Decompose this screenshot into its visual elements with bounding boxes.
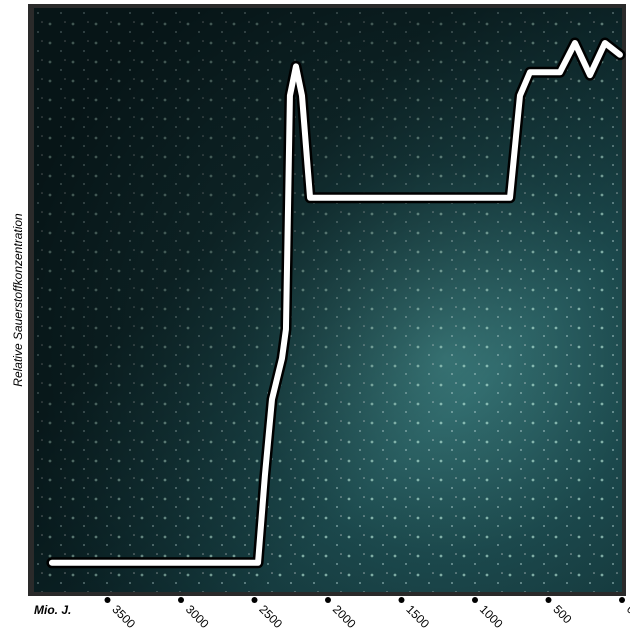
x-tick-label: 3000 (183, 602, 212, 631)
x-tick (472, 597, 478, 603)
x-tick-label: 1000 (477, 602, 506, 631)
x-tick (104, 597, 111, 603)
x-tick-label: 0 (624, 602, 630, 617)
x-axis-label: Mio. J. (34, 603, 71, 617)
x-tick (325, 597, 331, 603)
x-tick-label: 2000 (330, 602, 359, 631)
x-tick-label: 3500 (109, 602, 138, 631)
y-axis-label: Relative Sauerstoffkonzentration (11, 213, 25, 387)
x-tick (619, 597, 625, 603)
x-tick (398, 597, 405, 603)
line (48, 40, 623, 566)
x-tick (178, 597, 184, 603)
x-tick (545, 597, 552, 603)
x-tick-label: 500 (550, 602, 574, 626)
x-tick-label: 1500 (403, 602, 432, 631)
shade (34, 8, 622, 592)
x-tick (251, 597, 258, 603)
x-tick-label: 2500 (256, 602, 285, 631)
